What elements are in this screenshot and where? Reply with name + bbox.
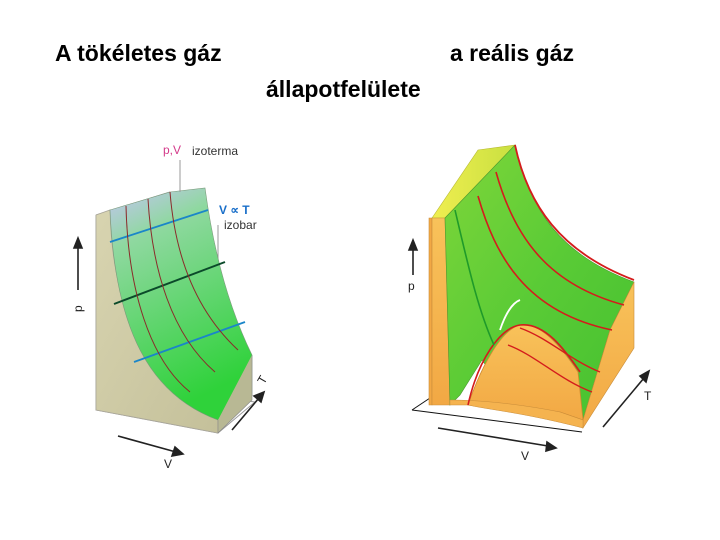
ideal-axis-v-label: V <box>164 457 172 471</box>
real-p-axis-arrow <box>407 237 419 275</box>
title-ideal-gas: A tökéletes gáz <box>55 40 222 66</box>
ideal-label-isotherm: izoterma <box>192 144 238 158</box>
real-gas-surface-figure: p V T <box>407 144 652 463</box>
real-axis-t-label: T <box>644 389 652 403</box>
title-real-gas: a reális gáz <box>450 40 575 66</box>
real-isotherm-line <box>477 195 613 331</box>
ideal-isobar-line <box>109 209 209 243</box>
real-v-axis-arrow <box>437 427 558 453</box>
real-coexistence-curve <box>499 299 521 331</box>
real-isotherm-line <box>507 344 593 393</box>
ideal-label-isobar: izobar <box>224 218 257 232</box>
real-critical-isotherm <box>454 209 495 346</box>
ideal-v-axis-arrow <box>117 435 185 458</box>
real-front-face-bottom <box>449 399 584 429</box>
ideal-axis-p-label: p <box>71 305 85 312</box>
real-isotherm-line <box>495 171 625 306</box>
ideal-front-edge <box>217 355 253 434</box>
real-isotherm-line <box>514 144 635 281</box>
ideal-axis-t-label: T <box>254 373 270 387</box>
real-isotherm-line <box>467 324 581 406</box>
ideal-isobar-line <box>113 261 226 305</box>
ideal-label-v-prop-t: V ∝ T <box>219 203 250 217</box>
real-side-wall-left <box>428 217 433 406</box>
real-t-axis-arrow <box>602 369 651 428</box>
ideal-isotherm-line <box>169 191 239 351</box>
ideal-t-axis-arrow <box>231 390 266 431</box>
ideal-gas-surface-figure: p,V izoterma V ∝ T izobar p V T <box>71 143 271 471</box>
ideal-isobar-line <box>133 321 246 363</box>
real-axis-p-label: p <box>408 279 415 293</box>
real-bounding-box <box>411 397 583 433</box>
ideal-isotherm-line <box>147 198 216 373</box>
title-state-surface: állapotfelülete <box>266 76 421 102</box>
real-axis-v-label: V <box>521 449 529 463</box>
real-isotherm-line <box>519 327 601 373</box>
ideal-label-pv: p,V <box>163 143 181 157</box>
ideal-isotherm-line <box>125 205 191 393</box>
ideal-p-axis-arrow <box>72 235 84 290</box>
